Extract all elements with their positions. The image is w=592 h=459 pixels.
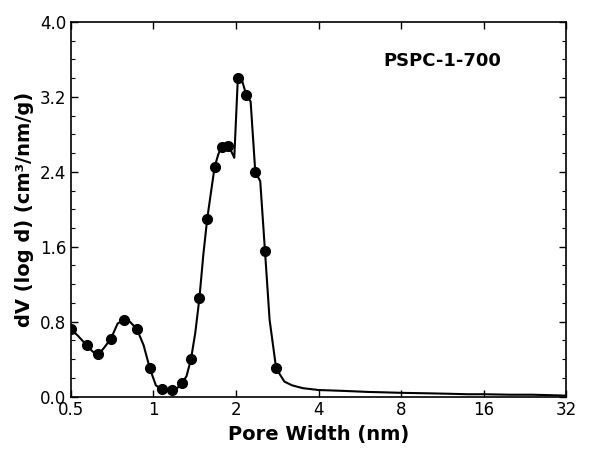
X-axis label: Pore Width (nm): Pore Width (nm) [228,425,409,444]
Text: PSPC-1-700: PSPC-1-700 [384,52,501,70]
Y-axis label: dV (log d) (cm³/nm/g): dV (log d) (cm³/nm/g) [15,92,34,327]
